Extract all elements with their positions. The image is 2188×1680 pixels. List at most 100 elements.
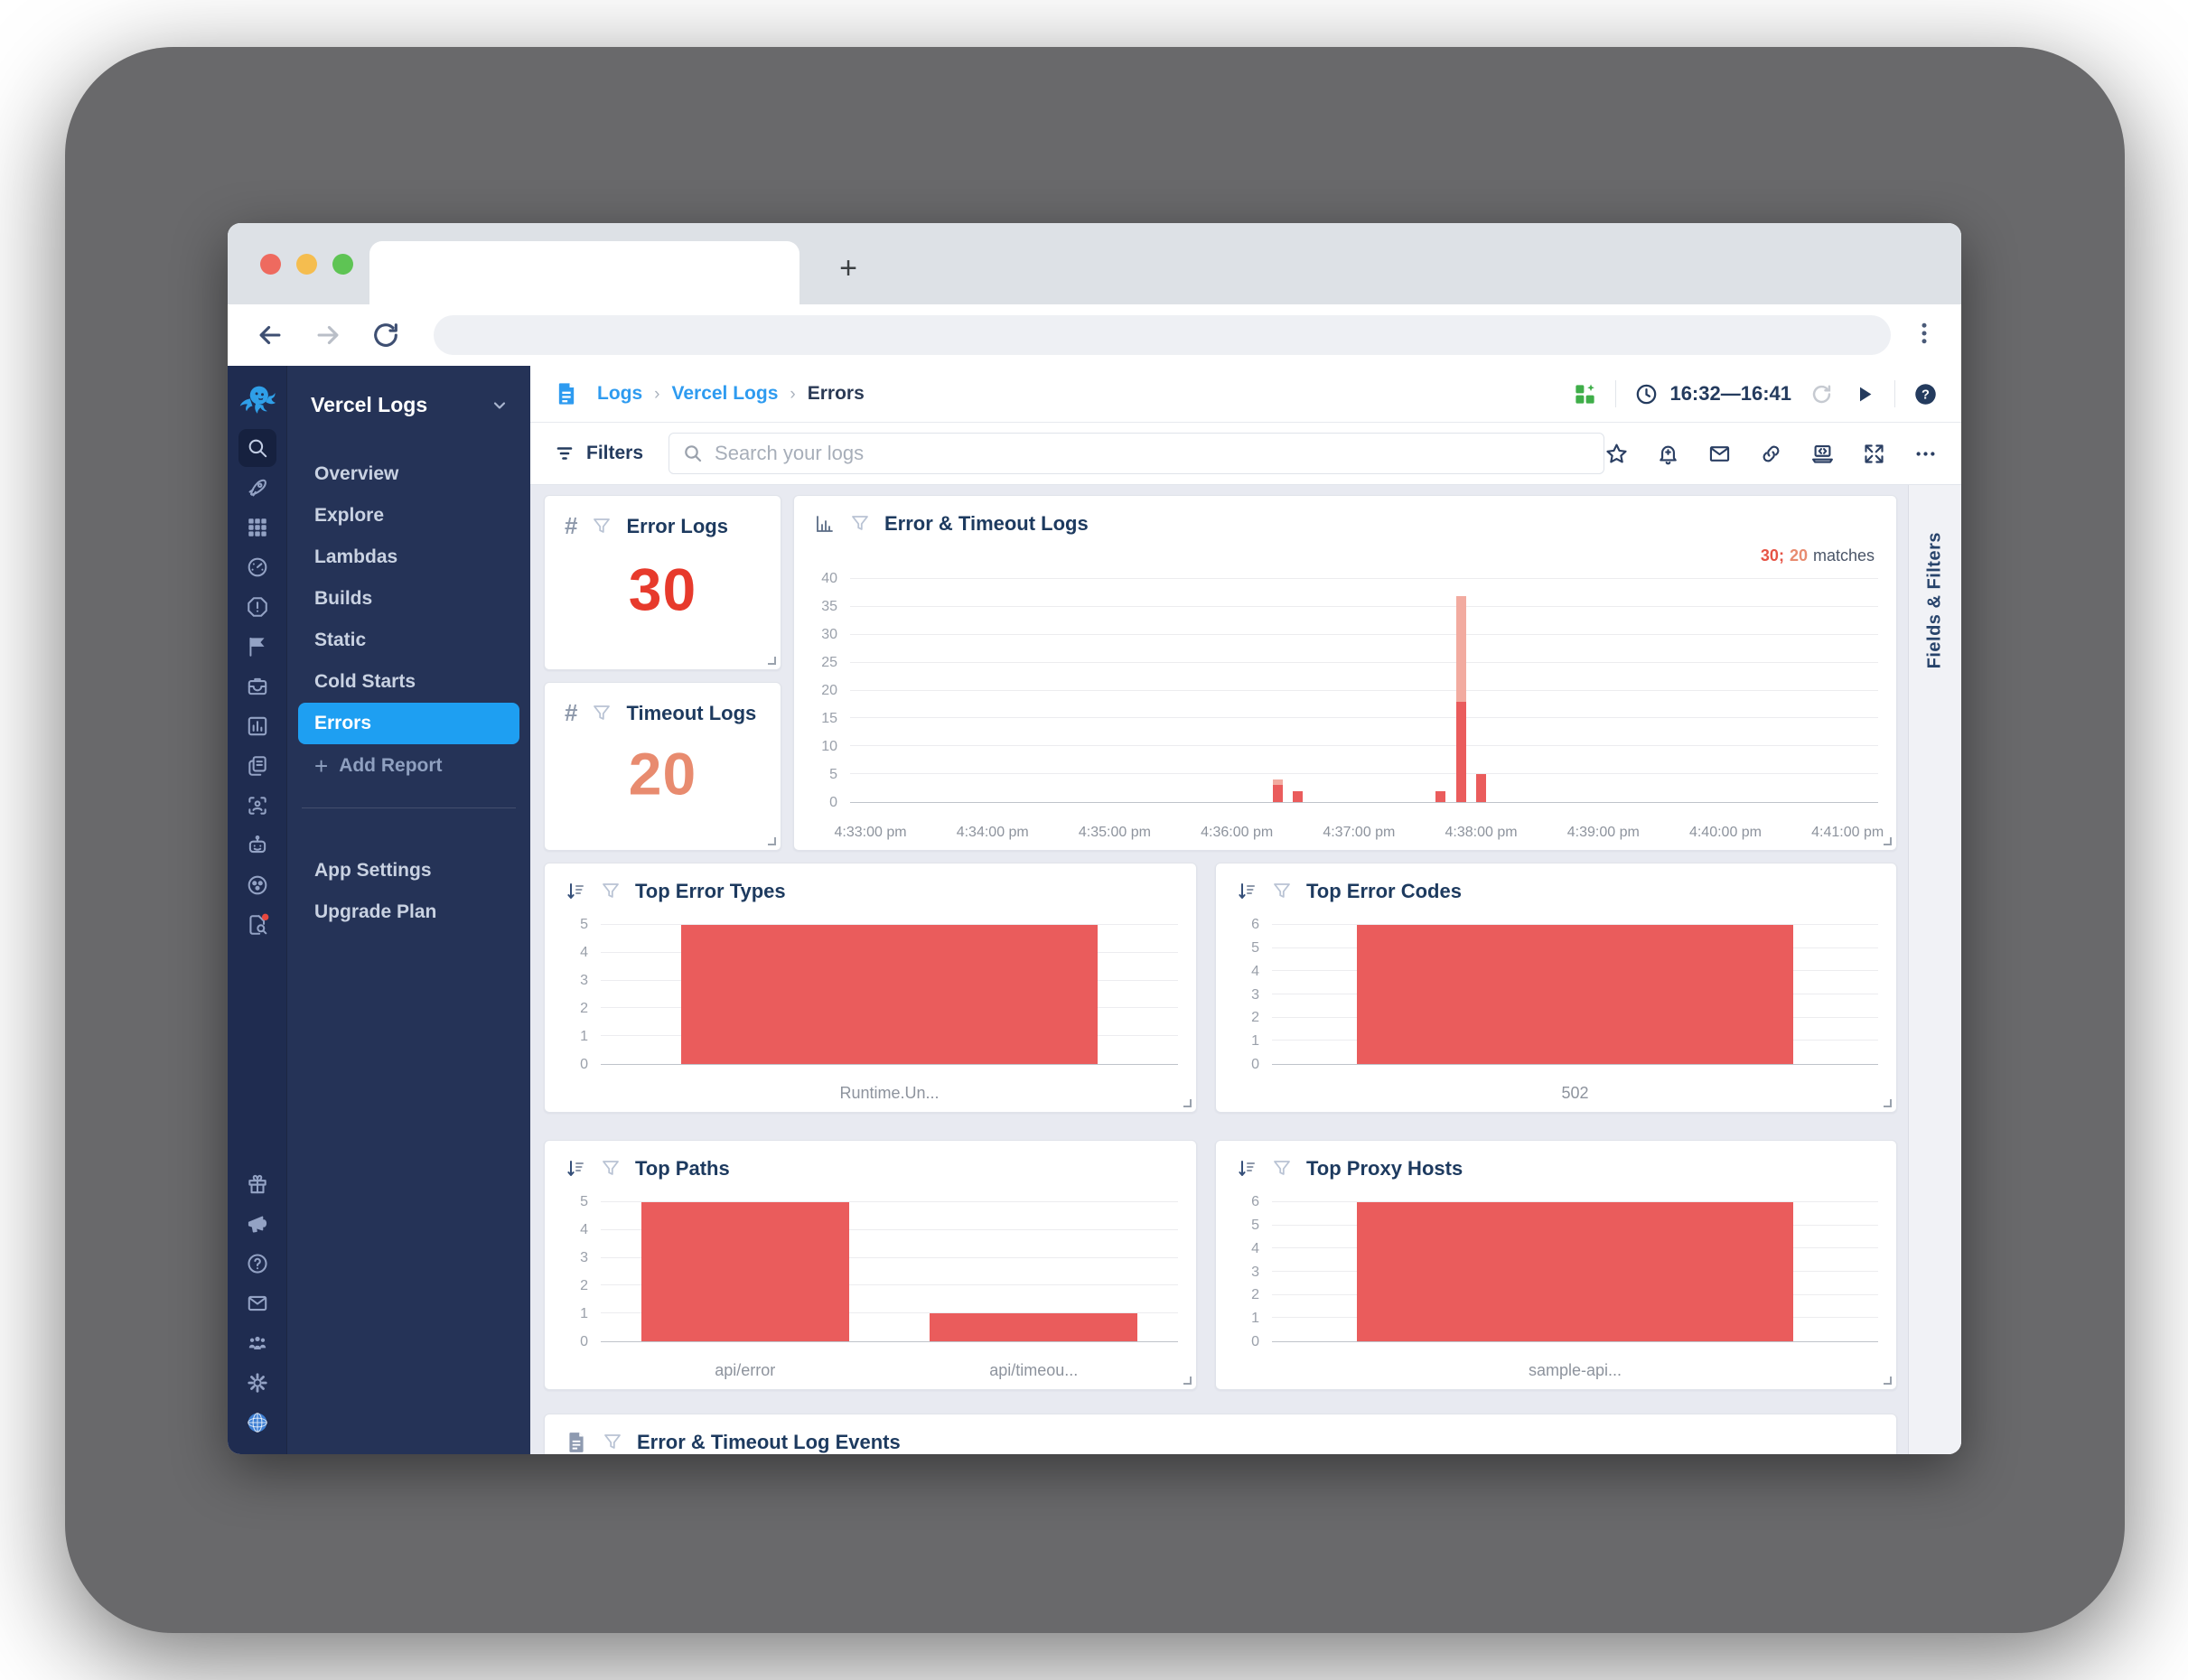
laptop-code-icon[interactable]: [1810, 442, 1835, 466]
sidebar-item-app-settings[interactable]: App Settings: [314, 860, 432, 881]
timeout-logs-card: # Timeout Logs 20: [544, 682, 781, 851]
funnel-icon[interactable]: [1271, 881, 1293, 902]
fields-filters-panel[interactable]: Fields & Filters: [1908, 485, 1961, 1454]
ellipsis-icon[interactable]: [1913, 442, 1938, 466]
category-bar[interactable]: [641, 1202, 849, 1341]
filters-button[interactable]: Filters: [554, 443, 643, 464]
sidebar-item-static[interactable]: Static: [314, 630, 367, 650]
alert-icon[interactable]: [238, 588, 276, 626]
gift-icon[interactable]: [238, 1165, 276, 1203]
globe-icon[interactable]: [238, 1404, 276, 1442]
funnel-icon[interactable]: [849, 513, 871, 535]
breadcrumb-vercel-logs[interactable]: Vercel Logs: [671, 383, 779, 404]
forward-icon[interactable]: [313, 320, 343, 350]
browser-tab[interactable]: [369, 241, 799, 304]
error-bar[interactable]: [1455, 701, 1466, 802]
sidebar-item-explore[interactable]: Explore: [314, 505, 385, 526]
megaphone-icon[interactable]: [238, 1205, 276, 1243]
play-icon[interactable]: [1852, 382, 1876, 406]
y-tick-label: 0: [580, 1334, 588, 1349]
log-search-icon[interactable]: [238, 906, 276, 944]
search-icon[interactable]: [238, 429, 276, 467]
bell-icon[interactable]: [1656, 442, 1680, 466]
y-tick-label: 5: [1251, 1217, 1259, 1233]
mail-icon[interactable]: [238, 1284, 276, 1322]
cluster-icon[interactable]: [238, 866, 276, 904]
bar-chart-icon[interactable]: [238, 707, 276, 745]
resize-handle[interactable]: [1884, 1099, 1892, 1107]
new-tab-button[interactable]: +: [839, 251, 857, 285]
gridline: [850, 717, 1878, 719]
sidebar-item-upgrade-plan[interactable]: Upgrade Plan: [314, 901, 437, 922]
funnel-icon[interactable]: [591, 516, 612, 537]
error-bar[interactable]: [1435, 790, 1445, 802]
back-icon[interactable]: [255, 320, 285, 350]
rocket-icon[interactable]: [238, 469, 276, 507]
resize-handle[interactable]: [1884, 837, 1892, 845]
envelope-icon[interactable]: [1707, 442, 1732, 466]
resize-handle[interactable]: [768, 657, 776, 665]
face-scan-icon[interactable]: [238, 787, 276, 825]
expand-icon[interactable]: [1862, 442, 1886, 466]
add-report-button[interactable]: + Add Report: [314, 752, 443, 779]
funnel-icon[interactable]: [600, 1158, 622, 1180]
sidebar-item-lambdas[interactable]: Lambdas: [314, 546, 398, 567]
maximize-window-button[interactable]: [332, 254, 353, 275]
error-bar[interactable]: [1476, 774, 1487, 802]
star-icon[interactable]: [1604, 442, 1629, 466]
timeout-bar[interactable]: [1272, 779, 1283, 786]
users-icon[interactable]: [238, 1324, 276, 1362]
browser-menu-icon[interactable]: [1911, 320, 1938, 350]
sidebar-item-builds[interactable]: Builds: [314, 588, 373, 609]
breadcrumb-logs[interactable]: Logs: [597, 383, 643, 404]
sidebar-item-cold-starts[interactable]: Cold Starts: [314, 671, 416, 692]
header-divider: [1894, 380, 1895, 407]
help-icon[interactable]: ?: [1913, 382, 1938, 406]
flag-icon[interactable]: [238, 628, 276, 666]
error-bar[interactable]: [1272, 785, 1283, 802]
time-range-control[interactable]: 16:32—16:41: [1634, 382, 1791, 406]
app-switcher[interactable]: Vercel Logs: [287, 366, 530, 425]
search-input[interactable]: [715, 442, 1591, 465]
category-bar[interactable]: [930, 1313, 1138, 1341]
sidebar-item-errors[interactable]: Errors: [298, 703, 519, 744]
robot-icon[interactable]: [238, 826, 276, 864]
gear-icon[interactable]: [238, 1364, 276, 1402]
funnel-icon[interactable]: [1271, 1158, 1293, 1180]
refresh-icon[interactable]: [1809, 382, 1834, 406]
resize-handle[interactable]: [768, 837, 776, 845]
y-tick-label: 4: [580, 1222, 588, 1237]
top-error-codes-chart: Top Error Codes 0 1 2 3 4 5 6 502: [1215, 863, 1897, 1113]
close-window-button[interactable]: [260, 254, 281, 275]
speedometer-icon[interactable]: [238, 548, 276, 586]
dashbird-logo[interactable]: [238, 382, 277, 418]
resize-handle[interactable]: [1183, 1377, 1192, 1385]
dashboard-grid-icon[interactable]: [1573, 382, 1597, 406]
link-icon[interactable]: [1759, 442, 1783, 466]
grid-icon[interactable]: [238, 509, 276, 546]
funnel-icon[interactable]: [591, 703, 612, 724]
inbox-icon[interactable]: [238, 667, 276, 705]
sidebar-item-overview[interactable]: Overview: [314, 463, 399, 484]
category-bar[interactable]: [1356, 925, 1794, 1064]
minimize-window-button[interactable]: [296, 254, 317, 275]
category-bar[interactable]: [1356, 1202, 1794, 1341]
y-tick-label: 25: [821, 655, 837, 670]
timeout-bar[interactable]: [1455, 595, 1466, 702]
y-tick-label: 30: [821, 627, 837, 642]
help-icon[interactable]: [238, 1245, 276, 1283]
error-logs-card: # Error Logs 30: [544, 495, 781, 670]
resize-handle[interactable]: [1884, 1377, 1892, 1385]
funnel-icon[interactable]: [600, 881, 622, 902]
url-bar[interactable]: [434, 315, 1891, 355]
reload-icon[interactable]: [370, 320, 401, 350]
documents-icon[interactable]: [238, 747, 276, 785]
funnel-icon[interactable]: [602, 1432, 623, 1453]
category-bar[interactable]: [681, 925, 1098, 1064]
header-divider: [1615, 380, 1617, 407]
resize-handle[interactable]: [1183, 1099, 1192, 1107]
top-paths-chart: Top Paths 0 1 2 3 4 5 api/error api/timeou...: [544, 1140, 1197, 1390]
error-bar[interactable]: [1293, 790, 1304, 802]
app-sidebar: Vercel Logs Overview Explore Lambdas Builds…: [286, 366, 530, 1454]
sidebar-divider: [302, 807, 516, 808]
